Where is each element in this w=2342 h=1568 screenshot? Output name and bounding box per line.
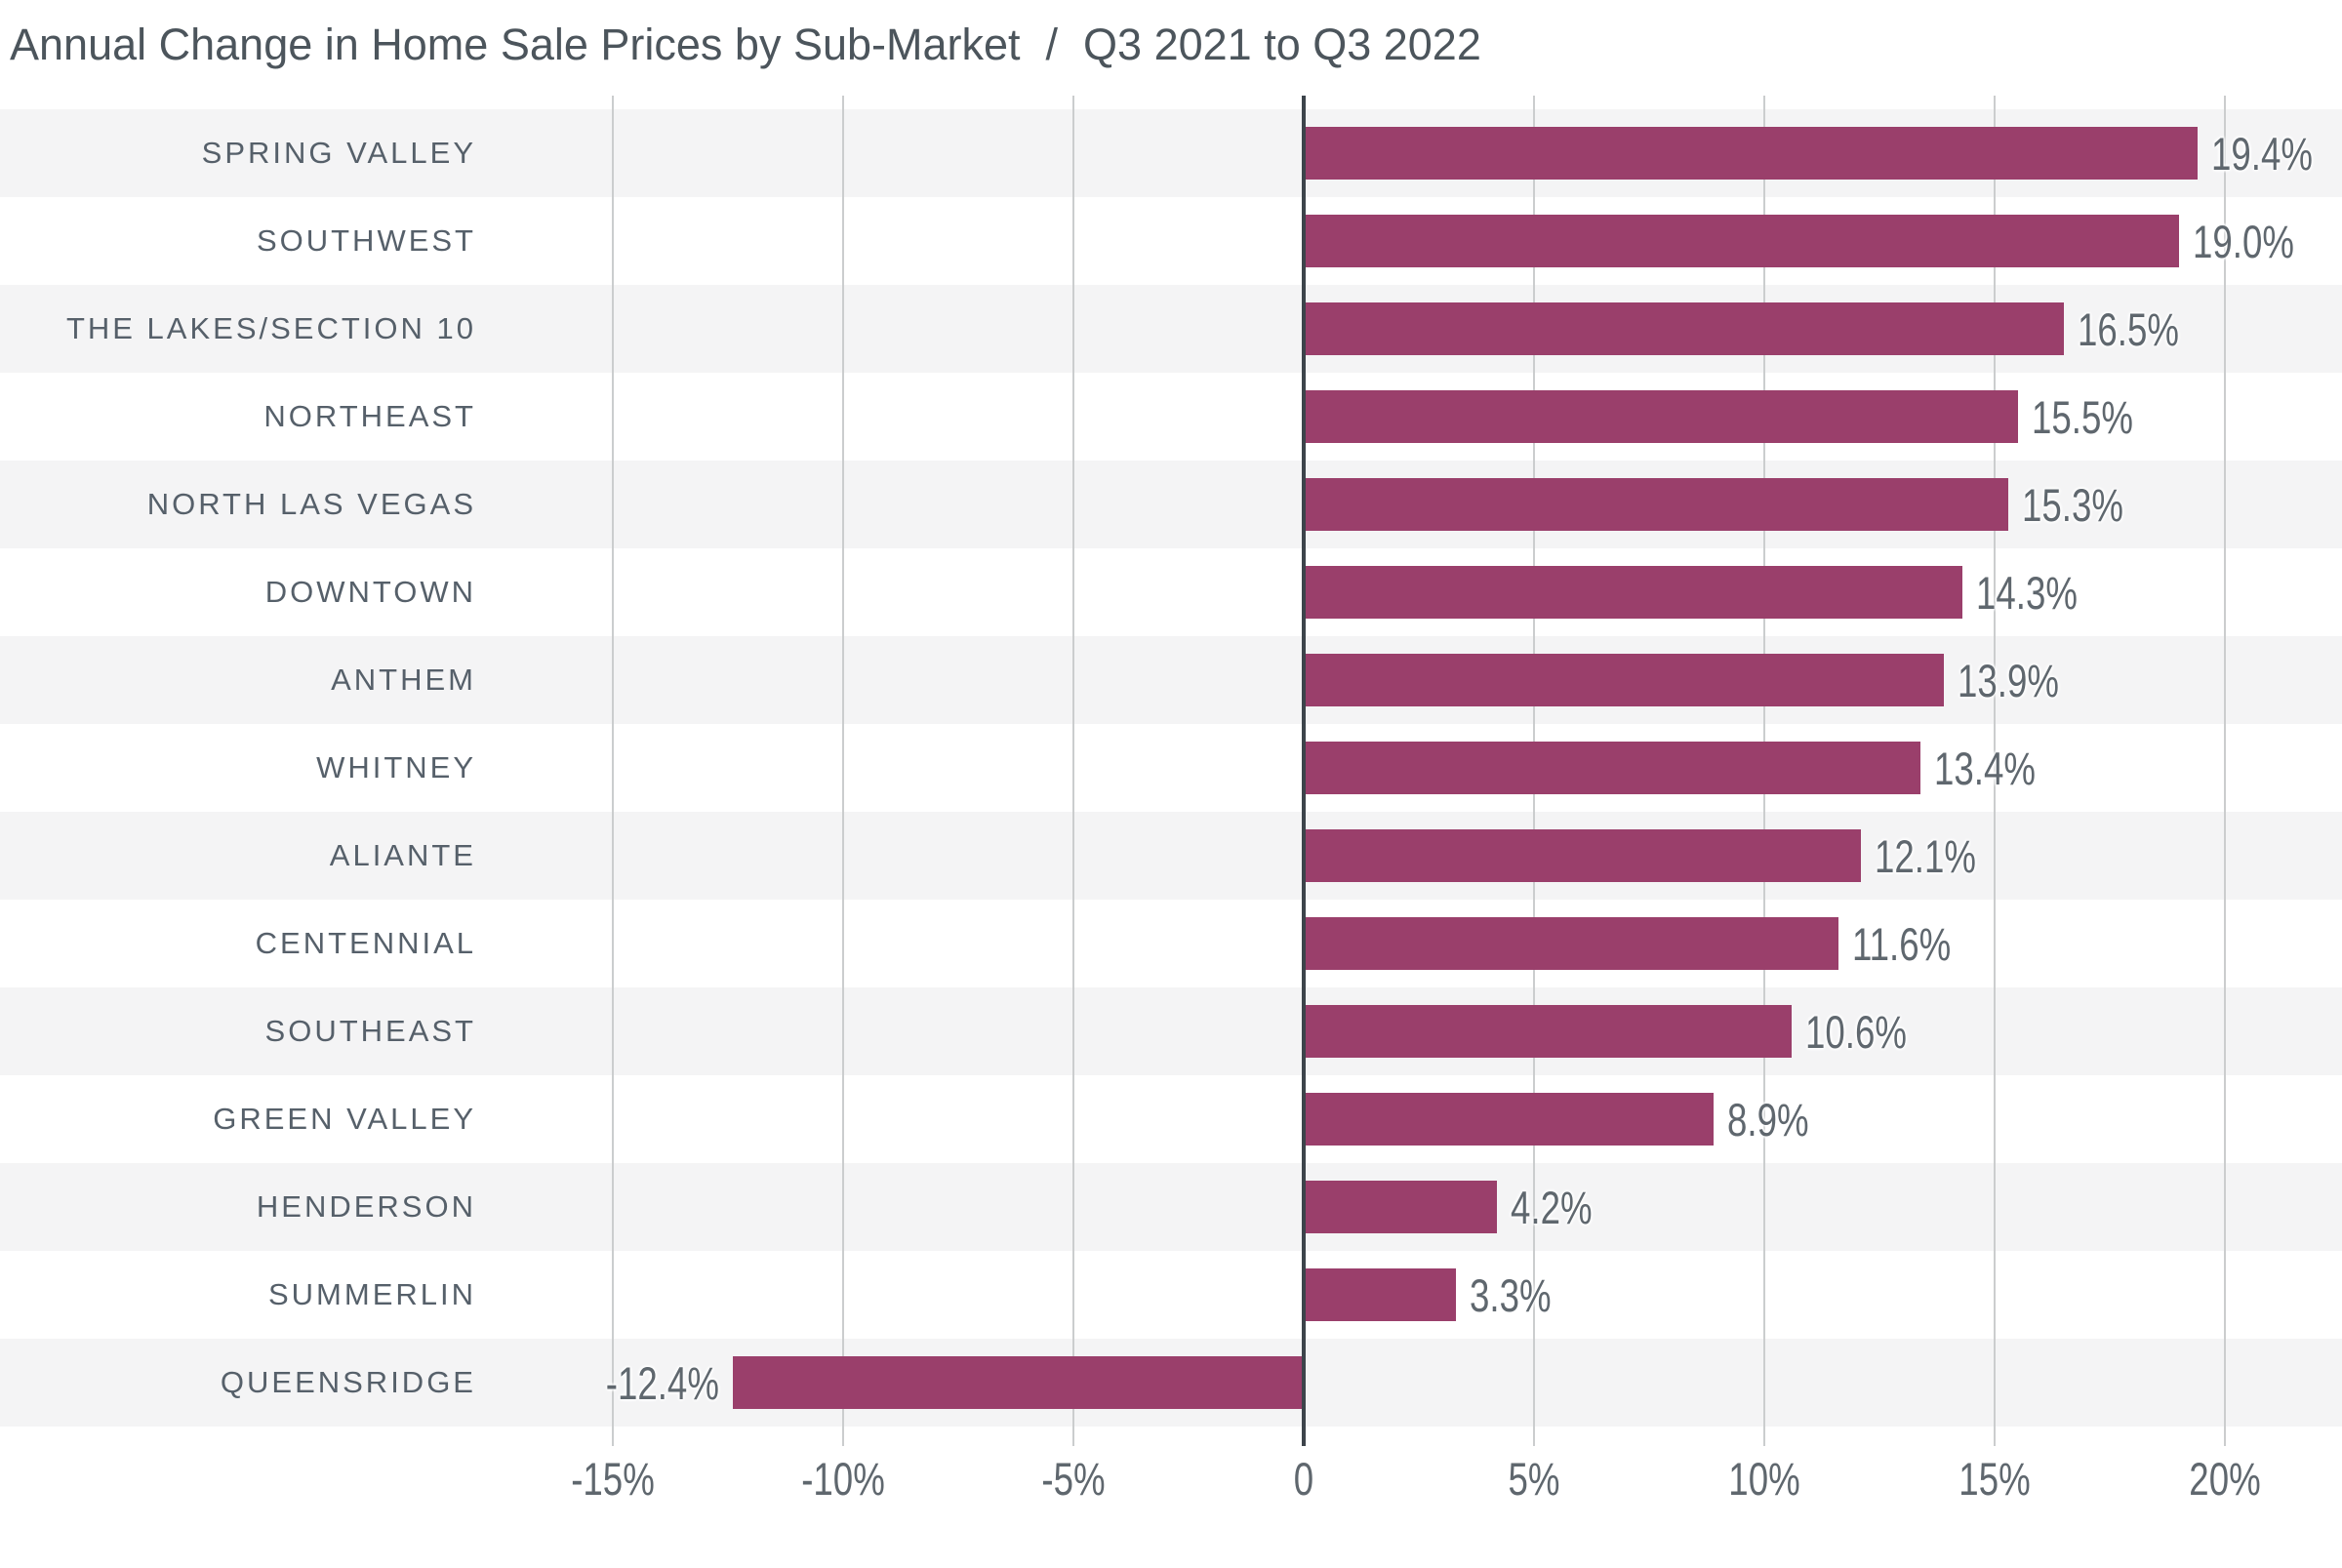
x-tick-label-15: 15%: [1958, 1453, 2031, 1505]
category-label-aliante: ALIANTE: [329, 838, 476, 872]
x-tick-label-15: -15%: [571, 1453, 655, 1505]
value-label-henderson: 4.2%: [1511, 1181, 1593, 1233]
bar-green-valley: [1304, 1093, 1715, 1146]
category-label-henderson: HENDERSON: [256, 1189, 476, 1224]
bar-centennial: [1304, 917, 1838, 970]
category-label-southwest: SOUTHWEST: [256, 223, 476, 258]
value-label-anthem: 13.9%: [1958, 654, 2060, 706]
bar-queensridge: [732, 1356, 1304, 1409]
bar-northeast: [1304, 390, 2018, 443]
row-the-lakes-section-10: THE LAKES/SECTION 10 16.5%: [0, 285, 2342, 373]
category-label-centennial: CENTENNIAL: [255, 926, 476, 960]
bar-spring-valley: [1304, 127, 2198, 180]
x-tick-label-5: 5%: [1508, 1453, 1560, 1505]
category-label-northeast: NORTHEAST: [263, 399, 476, 433]
x-tick-label-0: 0: [1293, 1453, 1314, 1505]
gridline-10: [842, 96, 844, 1446]
row-whitney: WHITNEY 13.4%: [0, 724, 2342, 812]
chart-title-main: Annual Change in Home Sale Prices by Sub…: [10, 20, 1021, 69]
gridline-5: [1072, 96, 1074, 1446]
row-southwest: SOUTHWEST 19.0%: [0, 197, 2342, 285]
gridline-15: [1994, 96, 1996, 1446]
row-southeast: SOUTHEAST 10.6%: [0, 987, 2342, 1075]
value-label-aliante: 12.1%: [1875, 829, 1977, 882]
value-label-summerlin: 3.3%: [1469, 1268, 1552, 1321]
chart-title: Annual Change in Home Sale Prices by Sub…: [10, 20, 1481, 70]
bar-whitney: [1304, 742, 1921, 794]
x-tick-label-10: -10%: [801, 1453, 885, 1505]
row-summerlin: SUMMERLIN 3.3%: [0, 1251, 2342, 1339]
row-queensridge: QUEENSRIDGE -12.4%: [0, 1339, 2342, 1427]
value-label-downtown: 14.3%: [1975, 566, 2078, 619]
category-label-green-valley: GREEN VALLEY: [213, 1102, 476, 1136]
category-label-north-las-vegas: NORTH LAS VEGAS: [146, 487, 476, 521]
x-tick-label-20: 20%: [2189, 1453, 2261, 1505]
category-label-the-lakes-section-10: THE LAKES/SECTION 10: [65, 311, 476, 345]
row-northeast: NORTHEAST 15.5%: [0, 373, 2342, 461]
zero-baseline: [1302, 96, 1306, 1446]
value-label-southeast: 10.6%: [1805, 1005, 1908, 1058]
bar-downtown: [1304, 566, 1962, 619]
row-aliante: ALIANTE 12.1%: [0, 812, 2342, 900]
bar-anthem: [1304, 654, 1945, 706]
x-tick-label-5: -5%: [1041, 1453, 1106, 1505]
bar-north-las-vegas: [1304, 478, 2009, 531]
bar-southeast: [1304, 1005, 1793, 1058]
x-tick-label-10: 10%: [1728, 1453, 1800, 1505]
category-label-anthem: ANTHEM: [331, 663, 476, 697]
value-label-queensridge: -12.4%: [605, 1356, 719, 1409]
bar-summerlin: [1304, 1268, 1456, 1321]
value-label-green-valley: 8.9%: [1727, 1093, 1809, 1146]
row-henderson: HENDERSON 4.2%: [0, 1163, 2342, 1251]
bar-southwest: [1304, 215, 2179, 267]
row-spring-valley: SPRING VALLEY 19.4%: [0, 109, 2342, 197]
row-centennial: CENTENNIAL 11.6%: [0, 900, 2342, 987]
chart-title-separator: /: [1045, 20, 1059, 69]
row-anthem: ANTHEM 13.9%: [0, 636, 2342, 724]
row-green-valley: GREEN VALLEY 8.9%: [0, 1075, 2342, 1163]
value-label-southwest: 19.0%: [2192, 215, 2294, 267]
chart-title-period: Q3 2021 to Q3 2022: [1083, 20, 1481, 69]
bar-henderson: [1304, 1181, 1498, 1233]
category-label-queensridge: QUEENSRIDGE: [220, 1365, 476, 1399]
bar-the-lakes-section-10: [1304, 302, 2064, 355]
bar-aliante: [1304, 829, 1862, 882]
category-label-whitney: WHITNEY: [316, 750, 476, 784]
category-label-southeast: SOUTHEAST: [264, 1014, 476, 1048]
gridline-15: [612, 96, 614, 1446]
category-label-summerlin: SUMMERLIN: [267, 1277, 476, 1311]
gridline-20: [2224, 96, 2226, 1446]
category-label-downtown: DOWNTOWN: [264, 575, 476, 609]
value-label-spring-valley: 19.4%: [2210, 127, 2313, 180]
value-label-northeast: 15.5%: [2031, 390, 2133, 443]
value-label-whitney: 13.4%: [1934, 742, 2037, 794]
category-label-spring-valley: SPRING VALLEY: [201, 136, 476, 170]
row-north-las-vegas: NORTH LAS VEGAS 15.3%: [0, 461, 2342, 548]
value-label-the-lakes-section-10: 16.5%: [2077, 302, 2179, 355]
value-label-north-las-vegas: 15.3%: [2022, 478, 2124, 531]
row-downtown: DOWNTOWN 14.3%: [0, 548, 2342, 636]
value-label-centennial: 11.6%: [1851, 917, 1951, 970]
